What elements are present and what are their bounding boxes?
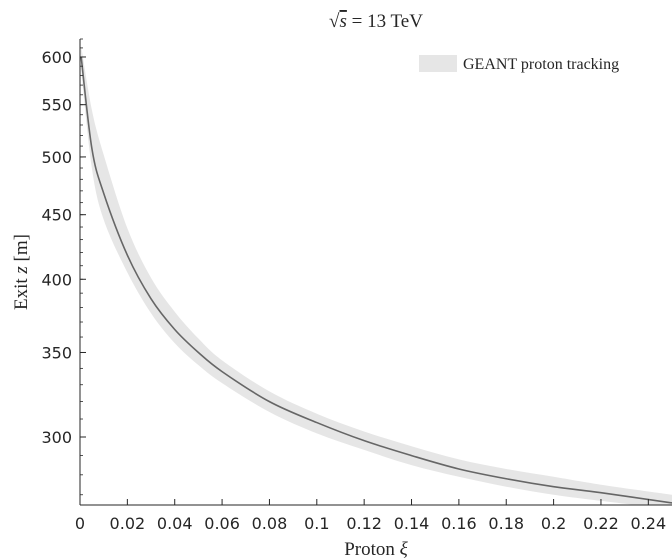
title-radicand: s [339,11,346,32]
x-tick-label: 0.18 [488,514,524,533]
y-axis-label-symbol: z [11,266,32,275]
y-axis-label: Exit z [m] [11,234,32,310]
uncertainty-band [81,46,672,505]
x-tick-label: 0.2 [541,514,566,533]
x-tick-label: 0.14 [394,514,430,533]
axes: 0 0.02 0.04 0.06 0.08 0.1 0.12 0.14 0.16 0.18 0.2 0… [41,38,672,533]
y-tick-label: 450 [41,206,72,225]
y-tick-label: 500 [41,148,72,167]
legend-label-band: GEANT proton tracking [463,56,619,73]
x-tick-label: 0.24 [631,514,667,533]
y-axis-label-pre: Exit [11,274,32,310]
x-axis-label: Proton ξ [344,539,408,560]
y-tick-label: 300 [41,428,72,447]
chart-title: √s = 13 TeV [329,11,423,32]
x-tick-label: 0.02 [110,514,146,533]
x-axis-label-text: Proton [344,539,399,560]
x-tick-label: 0.04 [157,514,193,533]
central-curve [80,56,672,504]
x-tick-label: 0.22 [583,514,619,533]
x-tick-label: 0.12 [346,514,382,533]
y-tick-label: 350 [41,343,72,362]
x-tick-label: 0.08 [252,514,288,533]
title-rest: = 13 TeV [347,11,423,32]
legend: GEANT proton tracking [419,55,619,73]
y-axis-label-post: [m] [11,234,32,266]
y-tick-label: 400 [41,270,72,289]
legend-swatch-band [419,55,457,72]
x-tick-label: 0.16 [441,514,477,533]
x-tick-label: 0.1 [304,514,329,533]
title-sqrt: √ [329,11,340,32]
plot-data [80,46,672,505]
x-tick-label: 0.06 [204,514,240,533]
x-axis-label-symbol: ξ [400,539,409,560]
y-tick-label: 550 [41,96,72,115]
x-tick-label: 0 [75,514,85,533]
y-tick-label: 600 [41,48,72,67]
